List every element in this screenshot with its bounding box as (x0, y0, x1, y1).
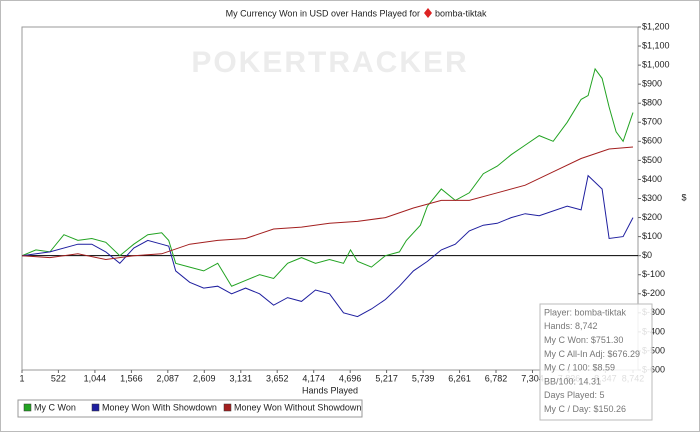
tooltip-line: My C All-In Adj: $676.29 (544, 349, 640, 359)
x-tick-label: 2,609 (193, 373, 216, 383)
x-tick-label: 4,174 (302, 373, 325, 383)
x-tick-label: 3,131 (230, 373, 253, 383)
watermark: POKERTRACKER (191, 46, 468, 79)
y-tick-label: $400 (642, 174, 662, 184)
x-tick-label: 6,261 (448, 373, 471, 383)
legend-swatch (23, 403, 32, 412)
y-tick-label: $0 (642, 250, 652, 260)
x-tick-label: 3,652 (266, 373, 289, 383)
tooltip-line: My C Won: $751.30 (544, 335, 623, 345)
legend (17, 399, 363, 418)
x-axis-label: Hands Played (302, 385, 358, 395)
y-tick-label: $-200 (642, 288, 665, 298)
x-tick-label: 4,696 (339, 373, 362, 383)
chart-title: My Currency Won in USD over Hands Played… (226, 8, 420, 18)
y-tick-label: $800 (642, 98, 662, 108)
y-tick-label: $1,200 (642, 21, 670, 31)
y-tick-label: $-100 (642, 269, 665, 279)
series-line (21, 67, 634, 287)
y-tick-label: $-600 (642, 364, 665, 374)
legend-swatch (223, 403, 232, 412)
y-tick-label: $-500 (642, 345, 665, 355)
y-tick-label: $300 (642, 193, 662, 203)
y-tick-label: $1,100 (642, 40, 670, 50)
x-tick-label: 1,044 (84, 373, 107, 383)
legend-label: My C Won (34, 402, 76, 412)
tooltip-line: My C / 100: $8.59 (544, 363, 615, 373)
x-tick-label: 1 (19, 373, 24, 383)
y-tick-label: $100 (642, 231, 662, 241)
tooltip-line: Hands: 8,742 (544, 321, 598, 331)
y-tick-label: $1,000 (642, 59, 670, 69)
y-tick-label: $-400 (642, 326, 665, 336)
tooltip: Player: bomba-tiktak Hands: 8,742 My C Won… (539, 303, 653, 421)
player-icon (424, 8, 432, 18)
series-line (21, 174, 634, 318)
tooltip-line: My C / Day: $150.26 (544, 404, 626, 414)
y-axis-label: $ (681, 192, 686, 202)
y-tick-label: $700 (642, 117, 662, 127)
x-tick-label: 5,217 (375, 373, 398, 383)
tooltip-line: BB/100: 14.31 (544, 376, 601, 386)
y-tick-label: $200 (642, 212, 662, 222)
x-tick-label: 2,087 (157, 373, 180, 383)
x-tick-label: 5,739 (412, 373, 435, 383)
legend-label: Money Won With Showdown (102, 402, 217, 412)
tooltip-line: Player: bomba-tiktak (544, 307, 627, 317)
x-tick-label: 1,566 (120, 373, 143, 383)
y-tick-label: $500 (642, 155, 662, 165)
y-tick-label: $900 (642, 79, 662, 89)
plot: $-600 $-500 $-400 $-300 $-200 $-100 $0 $100 $200… (19, 21, 669, 383)
x-tick-label: 522 (51, 373, 66, 383)
series-line (21, 146, 634, 261)
tooltip-line: Days Played: 5 (544, 390, 605, 400)
x-tick-label: 7,304 (521, 373, 544, 383)
player-name: bomba-tiktak (435, 8, 487, 18)
legend-label: Money Won Without Showdown (234, 402, 361, 412)
y-tick-label: $600 (642, 136, 662, 146)
x-tick-label: 6,782 (485, 373, 508, 383)
legend-swatch (91, 403, 100, 412)
tooltip-box (539, 303, 653, 421)
legend-items: My C Won Money Won With Showdown Money Won… (23, 402, 361, 412)
y-tick-label: $-300 (642, 307, 665, 317)
